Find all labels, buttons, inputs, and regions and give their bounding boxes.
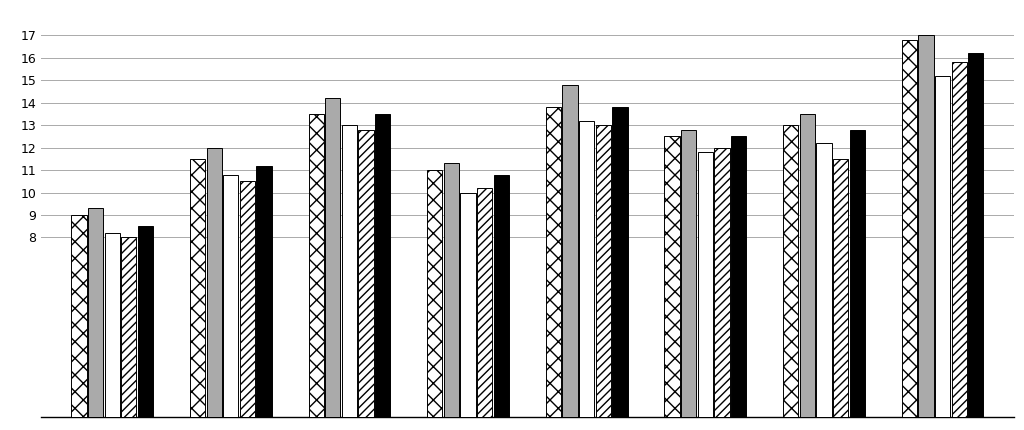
Bar [461,193,476,417]
Bar [562,85,578,417]
Bar [935,76,950,417]
Bar [494,175,509,417]
Bar [596,125,611,417]
Bar [731,136,746,417]
Bar [342,125,357,417]
Bar [546,107,561,417]
Bar [951,62,967,417]
Bar [223,175,239,417]
Bar [256,166,271,417]
Bar [358,130,374,417]
Bar [697,152,713,417]
Bar [121,237,136,417]
Bar [800,114,815,417]
Bar [681,130,696,417]
Bar [783,125,799,417]
Bar [443,163,459,417]
Bar [189,159,205,417]
Bar [240,181,255,417]
Bar [88,208,103,417]
Bar [579,121,594,417]
Bar [104,233,120,417]
Bar [833,159,848,417]
Bar [902,40,918,417]
Bar [72,215,87,417]
Bar [326,98,340,417]
Bar [715,147,729,417]
Bar [665,136,680,417]
Bar [919,35,934,417]
Bar [612,107,628,417]
Bar [137,226,153,417]
Bar [427,170,442,417]
Bar [308,114,324,417]
Bar [477,188,493,417]
Bar [850,130,865,417]
Bar [968,53,983,417]
Bar [375,114,390,417]
Bar [816,143,831,417]
Bar [207,147,222,417]
